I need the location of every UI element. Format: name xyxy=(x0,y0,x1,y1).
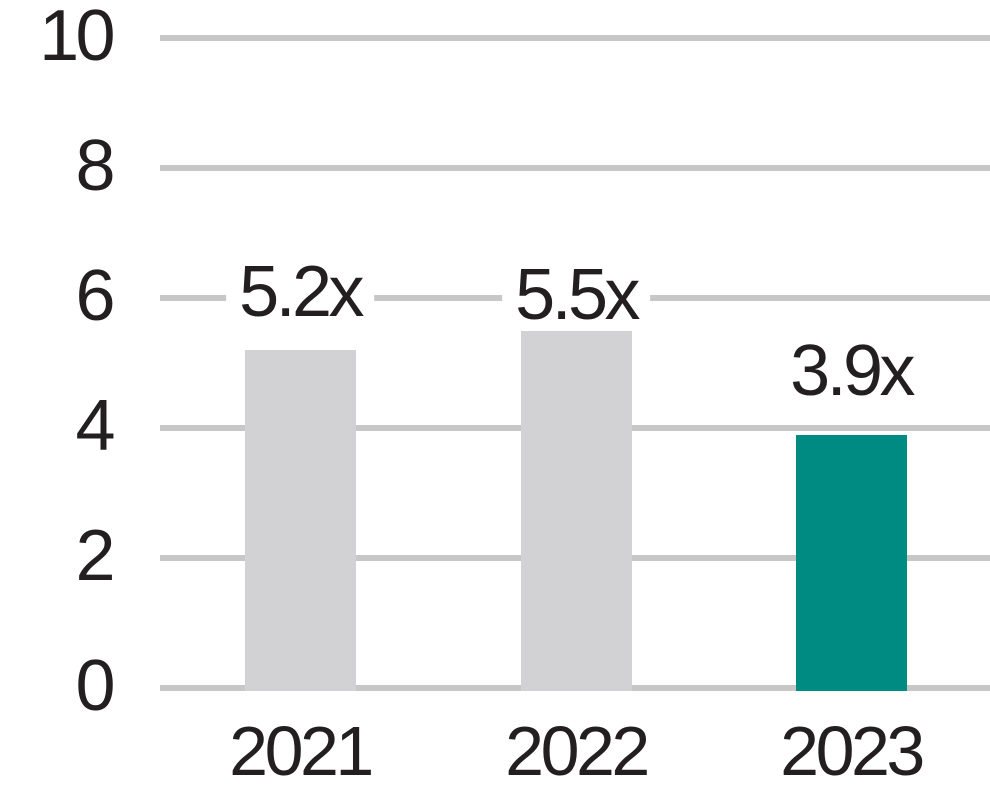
bar-2021 xyxy=(244,350,356,691)
bar-value-label-2021: 5.2x xyxy=(226,256,374,328)
y-tick-label-4: 4 xyxy=(75,385,116,466)
y-tick-label-6: 6 xyxy=(75,255,116,336)
gridline-8 xyxy=(160,165,990,171)
bar-value-label-2023: 3.9x xyxy=(777,334,925,407)
bar-2023 xyxy=(795,434,907,691)
x-tick-label-2021: 2021 xyxy=(229,712,374,790)
x-tick-label-2022: 2022 xyxy=(505,712,650,790)
bar-value-label-2022: 5.5x xyxy=(502,258,650,331)
y-tick-label-10: 10 xyxy=(39,0,115,76)
y-tick-label-0: 0 xyxy=(75,645,116,726)
bar-2022 xyxy=(520,330,632,691)
y-tick-label-8: 8 xyxy=(75,125,116,206)
x-tick-label-2023: 2023 xyxy=(780,712,925,790)
y-tick-label-2: 2 xyxy=(75,515,116,596)
gridline-10 xyxy=(160,35,990,41)
